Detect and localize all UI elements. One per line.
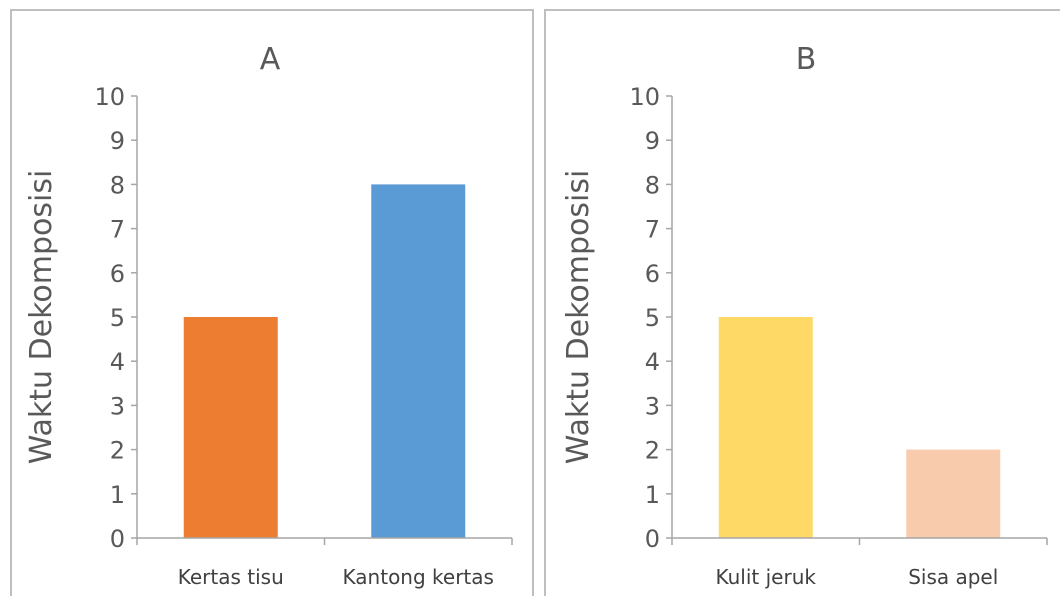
y-tick-label: 8: [110, 171, 125, 199]
y-tick-label: 9: [110, 127, 125, 155]
y-tick-label: 4: [645, 348, 660, 376]
y-tick-label: 9: [645, 127, 660, 155]
y-tick-label: 0: [110, 525, 125, 553]
y-tick-label: 2: [645, 437, 660, 465]
y-tick-label: 6: [110, 260, 125, 288]
y-tick-label: 2: [110, 437, 125, 465]
y-tick-label: 4: [110, 348, 125, 376]
chart-a-y-ticks: 0 1 2 3 4 5 6 7 8 9 10: [94, 83, 137, 553]
chart-panel-a: A Waktu Dekomposisi 0 1 2 3 4 5 6 7 8 9 10 Kertas …: [10, 9, 534, 596]
chart-a-axes: [136, 96, 513, 545]
bar: [906, 449, 1001, 538]
y-tick-label: 5: [645, 304, 660, 332]
chart-b-y-ticks: 0 1 2 3 4 5 6 7 8 9 10: [629, 83, 672, 553]
chart-a-y-axis-label: Waktu Dekomposisi: [24, 170, 59, 465]
chart-a-x-ticks: Kertas tisu Kantong kertas: [178, 565, 494, 589]
x-tick-label: Kertas tisu: [178, 565, 284, 589]
bar: [371, 184, 466, 538]
chart-a-title: A: [260, 42, 281, 77]
y-tick-label: 8: [645, 171, 660, 199]
y-tick-label: 10: [94, 83, 125, 111]
chart-b-title: B: [796, 42, 817, 77]
chart-b-x-ticks: Kulit jeruk Sisa apel: [716, 565, 999, 589]
y-tick-label: 5: [110, 304, 125, 332]
chart-a-bars: [183, 184, 466, 538]
bar: [183, 317, 278, 538]
chart-b-axes: [671, 96, 1048, 545]
y-tick-label: 7: [645, 216, 660, 244]
chart-panel-b: B Waktu Dekomposisi 0 1 2 3 4 5 6 7 8 9 10 Kulit j…: [544, 9, 1060, 596]
y-tick-label: 1: [110, 481, 125, 509]
x-tick-label: Sisa apel: [908, 565, 998, 589]
y-tick-label: 3: [645, 392, 660, 420]
x-tick-label: Kantong kertas: [343, 565, 494, 589]
bar: [718, 317, 813, 538]
y-tick-label: 6: [645, 260, 660, 288]
y-tick-label: 3: [110, 392, 125, 420]
x-tick-label: Kulit jeruk: [716, 565, 817, 589]
y-tick-label: 1: [645, 481, 660, 509]
y-tick-label: 7: [110, 216, 125, 244]
chart-b-y-axis-label: Waktu Dekomposisi: [561, 170, 596, 465]
chart-b-bars: [718, 317, 1001, 538]
y-tick-label: 0: [645, 525, 660, 553]
y-tick-label: 10: [629, 83, 660, 111]
